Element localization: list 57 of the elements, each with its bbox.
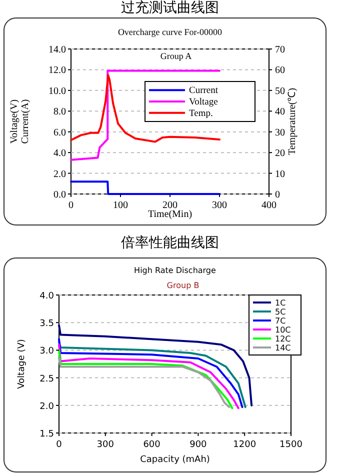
line-series — [70, 74, 220, 143]
y-tick-label: 6.0 — [54, 127, 66, 138]
x-tick-label: 200 — [162, 200, 178, 211]
legend-label: 10C — [275, 326, 292, 334]
y2-tick-label: 50 — [275, 86, 285, 97]
legend-label: Voltage — [189, 98, 218, 108]
y-tick-label: 4.0 — [40, 292, 54, 302]
x-tick-label: 400 — [262, 200, 276, 211]
chart-title: 过充测试曲线图 — [121, 0, 219, 16]
y2-axis-title: Temperature(℃) — [287, 88, 298, 156]
y-tick-label: 12.0 — [48, 65, 66, 76]
x-tick-label: 0 — [56, 440, 62, 450]
legend-label: 12C — [275, 334, 292, 344]
chart-title: 倍率性能曲线图 — [121, 235, 219, 251]
y-tick-label: 2.0 — [40, 402, 54, 412]
legend-label: 5C — [275, 308, 286, 316]
x-tick-label: 1500 — [280, 440, 303, 450]
y-tick-label: 4.0 — [54, 148, 66, 160]
y-tick-label: 8.0 — [54, 106, 66, 118]
y-tick-label: 2.5 — [40, 374, 54, 384]
x-tick-label: 300 — [212, 200, 227, 211]
y-tick-label: 3.0 — [40, 346, 54, 357]
y-tick-label: 2.0 — [54, 168, 66, 180]
legend-label: 1C — [275, 298, 286, 308]
y-axis-title: Voltage(V) Current(A) — [9, 99, 31, 144]
x-axis-title: Capacity (mAh) — [140, 455, 210, 465]
y2-tick-label: 0 — [275, 190, 280, 200]
legend-label: Temp. — [189, 108, 213, 119]
line-series — [70, 70, 220, 161]
chart-subtitle: High Rate Discharge — [134, 266, 216, 275]
y2-tick-label: 70 — [275, 44, 285, 56]
y2-tick-label: 60 — [275, 65, 285, 76]
x-tick-label: 100 — [113, 200, 128, 211]
y2-tick-label: 40 — [275, 106, 285, 118]
annotation: Group A — [160, 51, 192, 61]
legend-label: Current — [189, 86, 218, 96]
y2-tick-label: 30 — [275, 127, 285, 138]
x-axis-title: Time(Min) — [148, 209, 192, 220]
x-tick-label: 1200 — [233, 440, 256, 450]
y-tick-label: 14.0 — [48, 44, 66, 56]
y-tick-label: 3.5 — [40, 319, 54, 330]
y2-tick-label: 10 — [275, 168, 285, 180]
x-tick-label: 300 — [96, 440, 114, 450]
line-series — [58, 324, 253, 406]
x-tick-label: 0 — [68, 200, 74, 211]
text: Group B — [166, 281, 200, 290]
y-axis-title: Voltage (V) — [17, 339, 27, 389]
line-series — [58, 357, 230, 408]
x-tick-label: 600 — [143, 440, 161, 450]
y-tick-label: 10.0 — [48, 86, 66, 97]
x-tick-label: 900 — [190, 440, 208, 450]
legend-label: 14C — [275, 344, 292, 352]
y-tick-label: 0.0 — [54, 190, 66, 200]
legend-label: 7C — [275, 316, 286, 326]
y-tick-label: 1.5 — [40, 430, 54, 440]
chart-subtitle: Overcharge curve For-00000 — [118, 27, 223, 37]
y2-tick-label: 20 — [275, 148, 285, 160]
